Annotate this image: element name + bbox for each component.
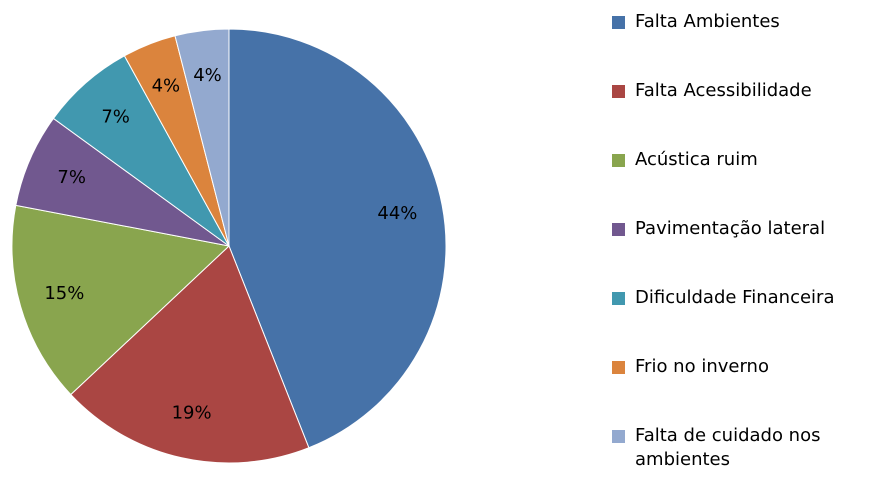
legend-swatch xyxy=(612,85,625,98)
legend-item: Frio no inverno xyxy=(612,355,873,379)
legend-label: Frio no inverno xyxy=(635,356,769,377)
legend-label: Acústica ruim xyxy=(635,149,758,170)
legend-label: Falta de cuidado nos ambientes xyxy=(635,425,821,470)
legend-item: Falta de cuidado nos ambientes xyxy=(612,424,873,472)
data-label: 4% xyxy=(193,65,222,86)
legend-item: Acústica ruim xyxy=(612,148,873,172)
data-label: 7% xyxy=(57,167,86,188)
legend-label: Falta Ambientes xyxy=(635,11,780,32)
data-label: 7% xyxy=(101,106,130,127)
legend-swatch xyxy=(612,154,625,167)
legend-swatch xyxy=(612,223,625,236)
legend-label: Falta Acessibilidade xyxy=(635,80,812,101)
legend-swatch xyxy=(612,430,625,443)
data-label: 19% xyxy=(172,402,212,423)
legend-item: Pavimentação lateral xyxy=(612,217,873,241)
pie-slice xyxy=(228,28,447,449)
data-label: 4% xyxy=(152,76,181,97)
pie-slice xyxy=(11,204,231,396)
data-label: 15% xyxy=(44,283,84,304)
legend-swatch xyxy=(612,361,625,374)
legend-item: Dificuldade Financeira xyxy=(612,286,873,310)
legend-item: Falta Ambientes xyxy=(612,10,873,34)
data-label: 44% xyxy=(377,203,417,224)
pie-slice xyxy=(174,28,230,247)
pie-slice xyxy=(70,245,310,464)
legend-swatch xyxy=(612,16,625,29)
legend-item: Falta Acessibilidade xyxy=(612,79,873,103)
legend-label: Pavimentação lateral xyxy=(635,218,826,239)
legend-swatch xyxy=(612,292,625,305)
legend-label: Dificuldade Financeira xyxy=(635,287,835,308)
